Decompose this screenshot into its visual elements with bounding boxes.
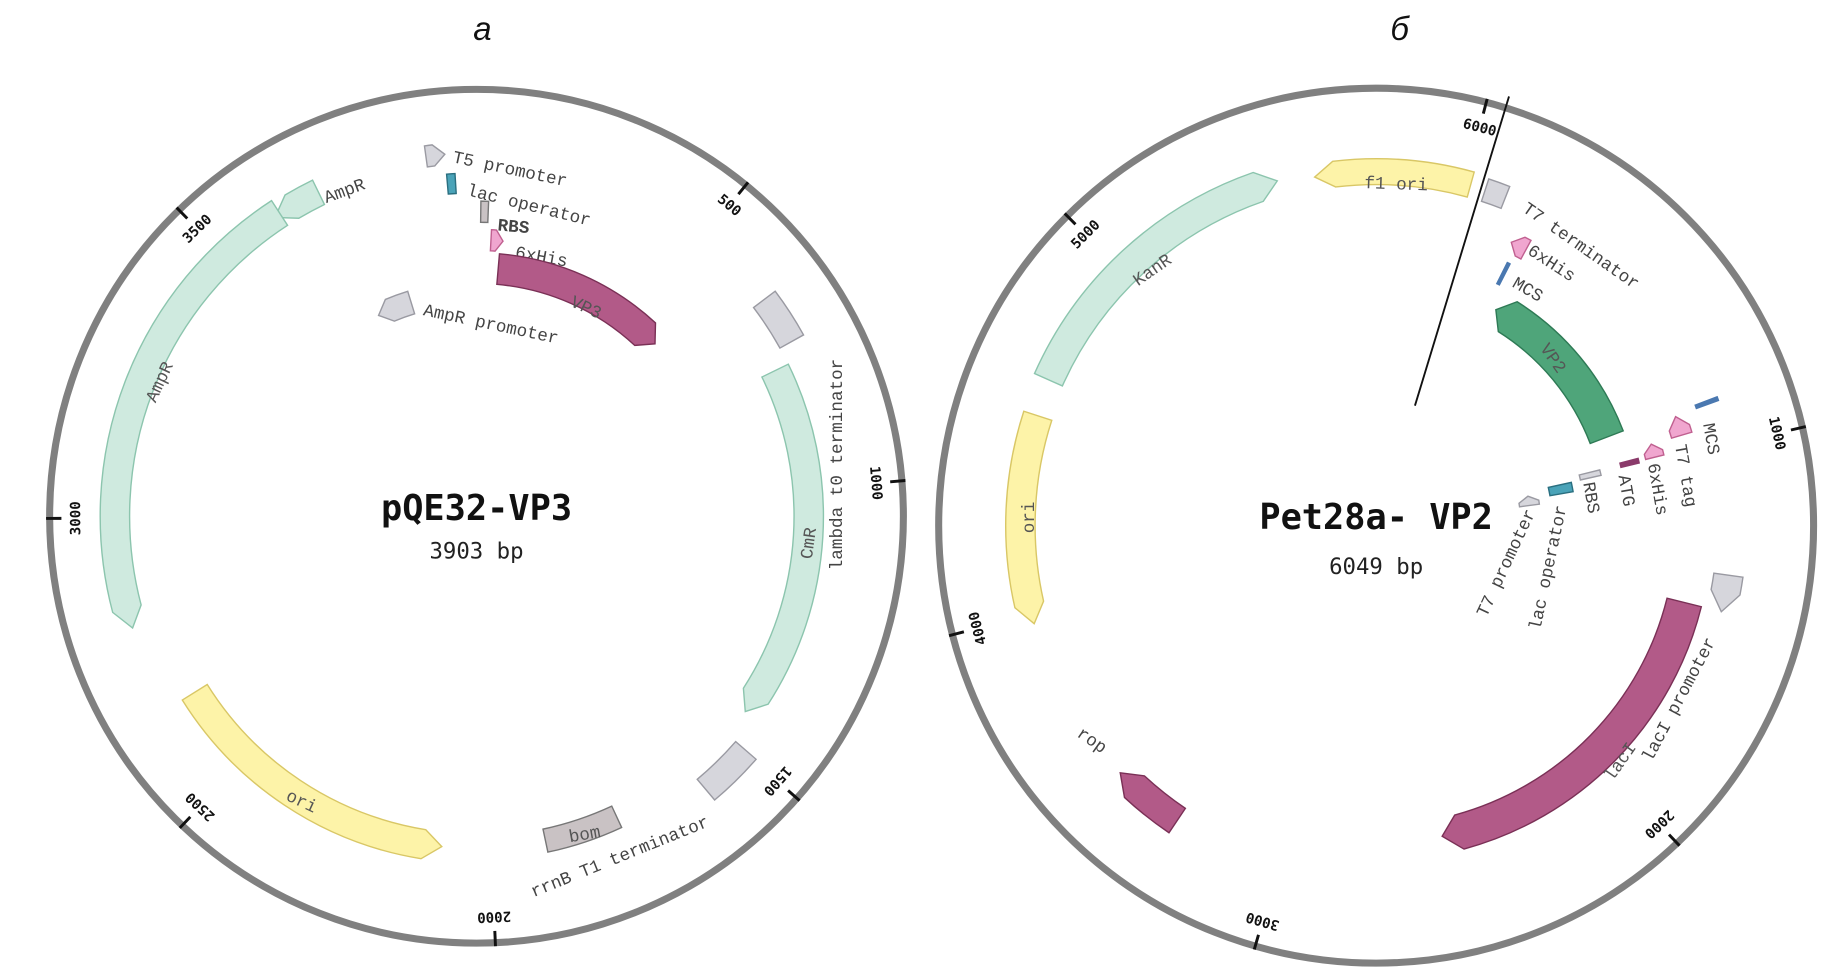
kanr-feature-shape[interactable] xyxy=(1033,171,1279,387)
plasmid-name: Pet28a- VP2 xyxy=(1259,497,1493,538)
tick-mark xyxy=(890,479,906,484)
feature-cmr[interactable]: CmR xyxy=(742,363,825,713)
lac-operator-feature-shape[interactable] xyxy=(1547,481,1574,497)
f1-ori-feature-shape[interactable] xyxy=(1313,158,1476,198)
tick-mark xyxy=(737,181,750,196)
tick-mark xyxy=(178,815,192,829)
ampr-promoter-label: AmpR promoter xyxy=(421,301,560,349)
feature-vp3[interactable]: VP3 xyxy=(496,253,657,347)
tick-mark xyxy=(1252,934,1260,950)
feature-ampr[interactable]: AmpR xyxy=(273,175,369,219)
t7-tag-feature-shape[interactable] xyxy=(1668,415,1693,440)
feature-rop[interactable]: rop xyxy=(1072,724,1187,834)
ori-feature-shape[interactable] xyxy=(1005,410,1053,625)
feature-vp2[interactable]: VP2 xyxy=(1495,300,1625,445)
tick-label: 2000 xyxy=(477,908,512,925)
lac-operator-feature-shape[interactable] xyxy=(445,172,457,195)
mcs-label: MCS xyxy=(1697,422,1722,457)
atg-label: ATG xyxy=(1613,473,1638,508)
atg-feature-shape[interactable] xyxy=(1619,457,1641,469)
feature-f1-ori[interactable]: f1 ori xyxy=(1313,158,1476,198)
bom-label: bom xyxy=(567,823,602,848)
plasmid-size: 6049 bp xyxy=(1329,554,1423,580)
panel-label-a: а xyxy=(473,10,491,47)
feature-kanr[interactable]: KanR xyxy=(1033,171,1279,387)
panel-label-b: б xyxy=(1390,10,1410,47)
ampr-feature-shape[interactable] xyxy=(273,179,326,219)
rbs-label: RBS xyxy=(497,216,531,239)
tick-mark xyxy=(175,206,189,220)
rbs-feature-shape[interactable] xyxy=(479,200,490,224)
tick-mark xyxy=(1790,425,1807,432)
tick-mark xyxy=(948,630,965,638)
tick-label: 500 xyxy=(714,191,744,219)
6xhis-label: 6xHis xyxy=(1642,462,1671,518)
cmr-feature-shape[interactable] xyxy=(742,363,825,713)
tick-mark xyxy=(1481,98,1489,115)
vp3-feature-shape[interactable] xyxy=(496,253,657,347)
tick-label: 3000 xyxy=(1244,908,1281,933)
6xhis-feature-shape[interactable] xyxy=(1510,236,1532,260)
6xhis-feature-shape[interactable] xyxy=(489,228,504,252)
mcs-feature-shape[interactable] xyxy=(1495,261,1512,286)
t7-terminator-feature-shape[interactable] xyxy=(1480,178,1511,210)
ampr-label: AmpR xyxy=(322,175,369,208)
feature-t7-tag[interactable]: T7 tag xyxy=(1668,415,1700,509)
lambda-t0-terminator-label: lambda t0 terminator xyxy=(828,359,848,571)
annotation-line xyxy=(1414,96,1510,406)
tick-mark xyxy=(1667,833,1681,847)
plasmid-map-pet28a-vp2: Pet28a- VP2 6049 bp 10002000300040005000… xyxy=(935,84,1818,967)
rop-feature-shape[interactable] xyxy=(1119,771,1187,834)
laci-feature-shape[interactable] xyxy=(1441,597,1703,850)
feature-rrnb-t1-terminator[interactable]: rrnB T1 terminator xyxy=(528,740,758,903)
feature-atg[interactable]: ATG xyxy=(1613,457,1641,508)
feature-lambda-t0-terminator[interactable]: lambda t0 terminator xyxy=(752,290,849,571)
mcs-feature-shape[interactable] xyxy=(1694,395,1720,410)
tick-mark xyxy=(787,789,801,802)
feature-ori[interactable]: ori xyxy=(1005,410,1053,625)
rrnb-t1-terminator-feature-shape[interactable] xyxy=(696,740,758,802)
feature-rbs[interactable]: RBS xyxy=(479,200,531,239)
tick-label: 6000 xyxy=(1461,116,1498,140)
feature-t5-promoter[interactable]: T5 promoter xyxy=(423,144,569,192)
rbs-feature-shape[interactable] xyxy=(1578,469,1602,481)
feature-ampr-promoter[interactable]: AmpR promoter xyxy=(377,290,560,349)
backbone-circle xyxy=(46,85,907,947)
t7-tag-label: T7 tag xyxy=(1669,443,1700,509)
rop-label: rop xyxy=(1072,724,1109,759)
backbone-circle xyxy=(935,84,1818,967)
vp2-feature-shape[interactable] xyxy=(1495,300,1625,445)
t5-promoter-feature-shape[interactable] xyxy=(423,144,446,168)
tick-mark xyxy=(493,930,497,947)
feature-ampr[interactable]: AmpR xyxy=(99,199,289,630)
ampr-promoter-feature-shape[interactable] xyxy=(377,290,416,322)
cmr-label: CmR xyxy=(798,526,822,561)
plasmid-map-pqe32-vp3: pQE32-VP3 3903 bp 5001000150020002500300… xyxy=(46,85,907,947)
rbs-label: RBS xyxy=(1577,481,1602,516)
ampr-feature-shape[interactable] xyxy=(99,199,289,630)
plasmid-name: pQE32-VP3 xyxy=(381,488,572,529)
plasmid-size: 3903 bp xyxy=(429,539,523,565)
bom-feature-shape[interactable] xyxy=(542,805,623,853)
feature-bom[interactable]: bom xyxy=(542,805,623,853)
feature-rbs[interactable]: RBS xyxy=(1577,469,1603,516)
tick-label: 3000 xyxy=(68,501,84,535)
lambda-t0-terminator-feature-shape[interactable] xyxy=(752,290,805,350)
tick-label: 4000 xyxy=(966,610,990,647)
tick-label: 1000 xyxy=(1765,415,1788,452)
t7-promoter-feature-shape[interactable] xyxy=(1518,495,1541,508)
f1-ori-label: f1 ori xyxy=(1364,174,1428,196)
feature-mcs[interactable]: MCS xyxy=(1694,395,1722,457)
ori-feature-shape[interactable] xyxy=(181,683,443,860)
6xhis-feature-shape[interactable] xyxy=(1643,443,1665,461)
feature-mcs[interactable]: MCS xyxy=(1495,261,1546,308)
tick-mark xyxy=(1063,212,1077,226)
feature-ori[interactable]: ori xyxy=(181,683,443,860)
laci-promoter-feature-shape[interactable] xyxy=(1710,572,1744,613)
tick-label: 1000 xyxy=(866,465,885,500)
ori-label: ori xyxy=(1020,502,1040,534)
feature-6xhis[interactable]: 6xHis xyxy=(1642,443,1671,518)
